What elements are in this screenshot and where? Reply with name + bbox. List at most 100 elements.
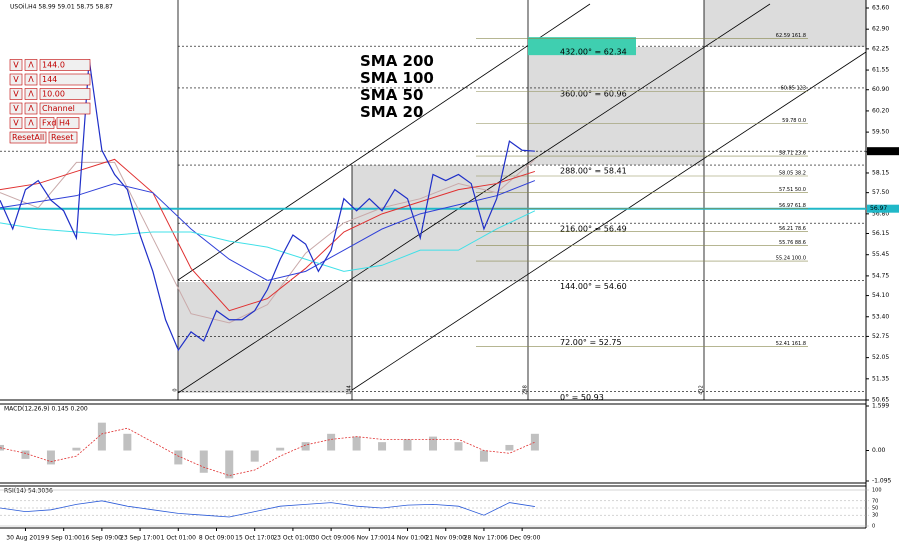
y-tick-label: 53.40 bbox=[872, 313, 889, 320]
gann-label: 432.00° = 62.34 bbox=[560, 48, 627, 57]
y-tick-label: 54.75 bbox=[872, 272, 889, 279]
period-mark: 432 bbox=[699, 385, 705, 395]
control-label: 144 bbox=[42, 75, 57, 84]
macd-bar bbox=[327, 433, 336, 451]
y-tick-label: 59.50 bbox=[872, 129, 889, 136]
control-button[interactable] bbox=[56, 117, 80, 129]
price-label-box bbox=[867, 147, 899, 156]
control-label: Λ bbox=[28, 90, 34, 99]
x-tick-label: 23 Sep 17:00 bbox=[120, 535, 160, 542]
control-button[interactable] bbox=[9, 102, 23, 115]
x-tick-label: 23 Oct 01:00 bbox=[273, 535, 312, 542]
fib-label: 58.05 38.2 bbox=[779, 171, 806, 177]
control-label: Reset bbox=[51, 133, 73, 142]
gann-label: 360.00° = 60.96 bbox=[560, 89, 627, 98]
control-label: V bbox=[13, 75, 19, 84]
macd-bar bbox=[250, 450, 259, 462]
macd-bar bbox=[46, 450, 55, 465]
control-button[interactable] bbox=[9, 73, 23, 86]
y-tick-label: 50.65 bbox=[872, 397, 889, 404]
control-button[interactable] bbox=[9, 88, 23, 100]
x-tick-label: 16 Sep 09:00 bbox=[82, 535, 122, 542]
y-tick-label: 30 bbox=[872, 513, 878, 519]
x-tick-label: 30 Oct 09:00 bbox=[312, 535, 351, 542]
control-label: H4 bbox=[59, 119, 70, 128]
control-button[interactable] bbox=[39, 88, 91, 100]
fib-label: 55.24 100.0 bbox=[776, 256, 806, 262]
control-label: V bbox=[13, 119, 19, 128]
fib-label: 58.71 23.6 bbox=[779, 151, 806, 157]
sma-line bbox=[0, 180, 536, 281]
fib-label: 55.76 88.6 bbox=[779, 240, 806, 246]
control-button[interactable] bbox=[39, 102, 91, 115]
control-label: Λ bbox=[28, 104, 34, 113]
control-button[interactable] bbox=[9, 131, 47, 144]
control-button[interactable] bbox=[39, 117, 55, 129]
sma-line bbox=[0, 158, 536, 312]
price-label-box bbox=[867, 204, 899, 213]
control-button[interactable] bbox=[9, 59, 23, 71]
y-tick-label: 57.50 bbox=[872, 189, 889, 196]
price-box bbox=[178, 282, 352, 393]
macd-bar bbox=[276, 447, 285, 451]
y-tick-label: 62.90 bbox=[872, 26, 889, 33]
control-button[interactable] bbox=[24, 117, 38, 129]
x-tick-label: 14 Nov 01:00 bbox=[387, 535, 428, 542]
x-tick-label: 6 Nov 17:00 bbox=[351, 535, 388, 542]
x-tick-label: 9 Sep 01:00 bbox=[46, 535, 82, 542]
macd-bar bbox=[225, 450, 234, 479]
control-button[interactable] bbox=[39, 59, 91, 71]
control-button[interactable] bbox=[24, 88, 38, 100]
period-mark: 288 bbox=[523, 385, 529, 395]
y-tick-label: 52.05 bbox=[872, 354, 889, 361]
x-tick-label: 21 Nov 09:00 bbox=[426, 535, 467, 542]
y-tick-label: 0.00 bbox=[872, 447, 886, 454]
macd-bar bbox=[454, 442, 463, 451]
x-tick-label: 1 Oct 01:00 bbox=[161, 535, 196, 542]
control-button[interactable] bbox=[24, 73, 38, 86]
control-label: ResetAll bbox=[12, 133, 44, 142]
macd-bar bbox=[530, 433, 539, 451]
channel bbox=[177, 3, 867, 394]
legend-entry: SMA 200 bbox=[360, 52, 434, 70]
macd-bar bbox=[352, 436, 361, 451]
y-tick-label: 52.75 bbox=[872, 333, 889, 340]
macd-bar bbox=[97, 422, 106, 451]
fib-label: 56.21 78.6 bbox=[779, 226, 806, 232]
rsi-title: RSI(14) 54.3036 bbox=[4, 488, 53, 495]
control-button[interactable] bbox=[48, 131, 78, 144]
x-tick-label: 15 Oct 17:00 bbox=[235, 535, 274, 542]
gann-label: 144.00° = 54.60 bbox=[560, 282, 627, 291]
x-tick-label: 28 Nov 17:00 bbox=[464, 535, 505, 542]
control-label: 10.00 bbox=[42, 90, 65, 99]
x-tick-label: 6 Dec 09:00 bbox=[504, 535, 541, 542]
control-button[interactable] bbox=[9, 117, 23, 129]
control-button[interactable] bbox=[24, 59, 38, 71]
macd-bar bbox=[0, 444, 4, 451]
macd-signal bbox=[0, 427, 536, 476]
channel-line bbox=[177, 3, 771, 394]
x-tick-label: 8 Oct 09:00 bbox=[199, 535, 234, 542]
gann-label: 216.00° = 56.49 bbox=[560, 225, 627, 234]
price-label: 58.87 bbox=[870, 148, 887, 155]
macd-title: MACD(12,26,9) 0.145 0.200 bbox=[4, 406, 88, 413]
period-mark: 144 bbox=[347, 385, 353, 395]
fib-label: 57.51 50.0 bbox=[779, 187, 806, 193]
y-tick-label: 61.55 bbox=[872, 67, 889, 74]
channel-line bbox=[351, 51, 867, 391]
gann-label: 0° = 50.93 bbox=[560, 393, 604, 402]
y-tick-label: 70 bbox=[872, 498, 878, 504]
macd-bar bbox=[378, 442, 387, 451]
control-button[interactable] bbox=[39, 73, 91, 86]
y-tick-label: 50 bbox=[872, 506, 878, 512]
control-label: Λ bbox=[28, 61, 34, 70]
gann-highlight bbox=[528, 37, 636, 56]
y-tick-label: 100 bbox=[872, 488, 882, 494]
y-tick-label: 54.10 bbox=[872, 292, 889, 299]
y-tick-label: -1.095 bbox=[872, 478, 892, 485]
control-label: Channel bbox=[42, 104, 75, 113]
macd-bar bbox=[505, 444, 514, 451]
control-button[interactable] bbox=[24, 102, 38, 115]
gann-label: 72.00° = 52.75 bbox=[560, 338, 622, 347]
